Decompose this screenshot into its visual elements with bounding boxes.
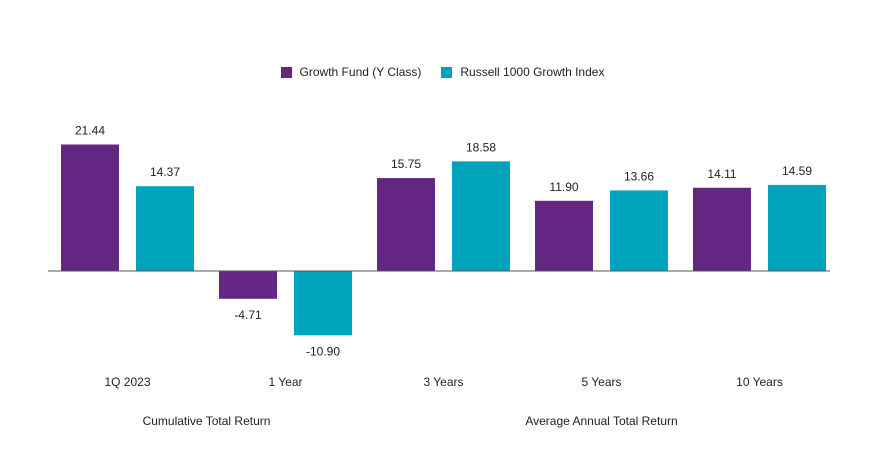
data-label-russell-1000-growth-index-1q-2023: 14.37 [150,165,180,179]
bar-russell-1000-growth-index-3-years [452,161,510,271]
bar-growth-fund-y-class-1-year [219,271,277,299]
labels-layer: 21.44 14.37 1Q 2023 -4.71 -10.90 1 Year 15.75 1… [75,124,812,428]
bar-growth-fund-y-class-10-years [693,187,751,271]
legend-label-russell-index: Russell 1000 Growth Index [460,65,605,79]
legend-swatch-growth-fund [280,66,292,78]
legend-item-growth-fund: Growth Fund (Y Class) [280,65,422,79]
category-label-1-year: 1 Year [268,375,302,389]
chart-legend: Growth Fund (Y Class) Russell 1000 Growt… [0,65,885,79]
data-label-russell-1000-growth-index-1-year: -10.90 [306,344,340,358]
data-label-growth-fund-y-class-5-years: 11.90 [549,180,578,194]
bar-russell-1000-growth-index-5-years [610,190,668,271]
group-label-average-annual-total-return: Average Annual Total Return [525,414,677,428]
bar-growth-fund-y-class-5-years [535,200,593,271]
legend-item-russell-index: Russell 1000 Growth Index [441,65,604,79]
data-label-growth-fund-y-class-10-years: 14.11 [707,167,736,181]
category-label-1q-2023: 1Q 2023 [104,375,150,389]
category-label-3-years: 3 Years [423,375,463,389]
category-label-10-years: 10 Years [736,375,783,389]
category-label-5-years: 5 Years [581,375,621,389]
legend-label-growth-fund: Growth Fund (Y Class) [299,65,422,79]
data-label-growth-fund-y-class-1q-2023: 21.44 [75,124,105,138]
data-label-russell-1000-growth-index-10-years: 14.59 [782,164,812,178]
bar-growth-fund-y-class-1q-2023 [61,144,119,271]
group-label-cumulative-total-return: Cumulative Total Return [143,414,271,428]
bar-russell-1000-growth-index-10-years [768,184,826,271]
bar-russell-1000-growth-index-1-year [294,271,352,336]
data-label-russell-1000-growth-index-5-years: 13.66 [624,169,654,183]
data-label-growth-fund-y-class-3-years: 15.75 [391,157,421,171]
data-label-growth-fund-y-class-1-year: -4.71 [234,308,262,322]
bar-growth-fund-y-class-3-years [377,178,435,271]
data-label-russell-1000-growth-index-3-years: 18.58 [466,140,496,154]
bars-layer [61,144,826,336]
legend-swatch-russell-index [441,66,453,78]
bar-russell-1000-growth-index-1q-2023 [136,186,194,271]
